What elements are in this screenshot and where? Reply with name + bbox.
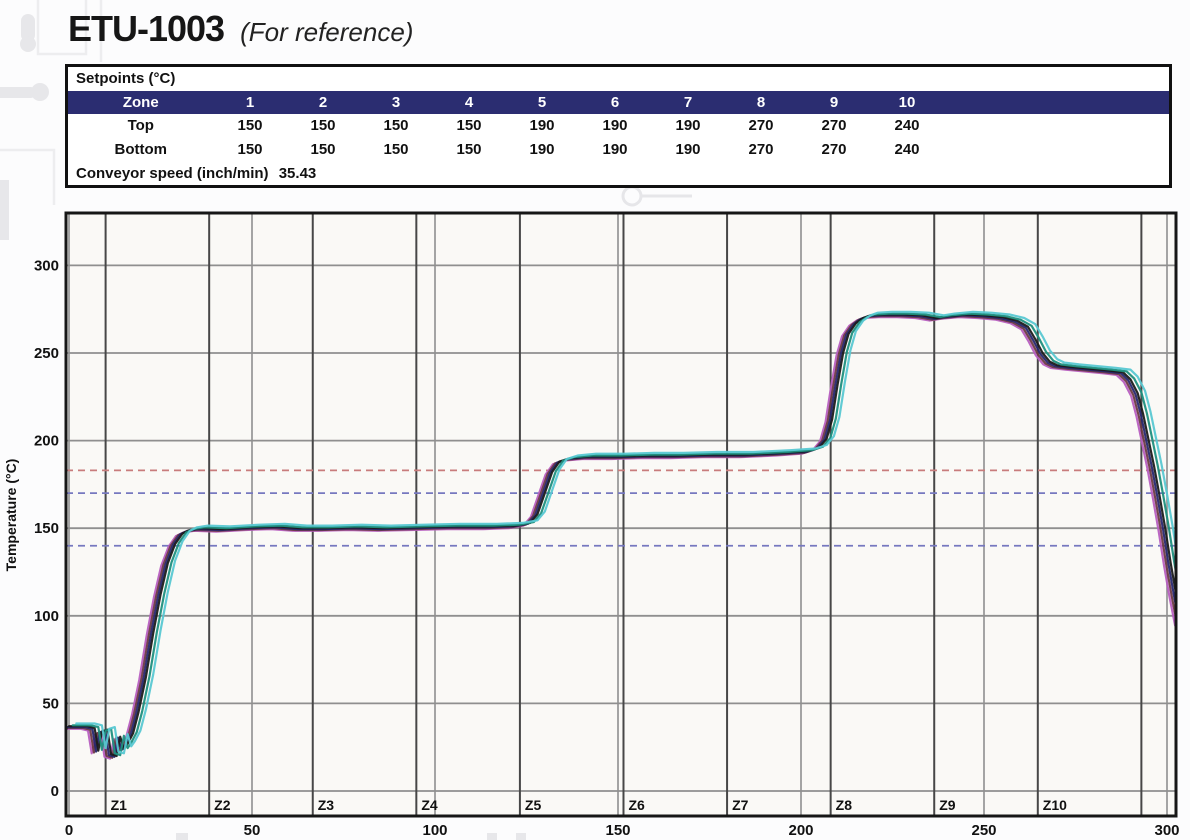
bottom-setpoint-value: 150: [237, 141, 263, 159]
setpoints-title: Setpoints (°C): [76, 70, 176, 88]
top-row-label: Top: [127, 117, 154, 135]
zone-number: 9: [797, 90, 871, 115]
page-header: ETU-1003 (For reference): [68, 8, 413, 50]
bottom-setpoint-value: 150: [310, 141, 336, 159]
filler-cell: [944, 138, 1171, 162]
watermark-trace-bar: [0, 87, 36, 98]
y-tick-label-200: 200: [34, 433, 59, 450]
bottom-setpoint-value: 190: [529, 141, 555, 159]
x-tick-label-0: 0: [65, 822, 73, 839]
watermark-pad: [20, 36, 36, 52]
watermark-trace-line: [36, 0, 88, 56]
zone-number: 4: [432, 90, 506, 115]
top-setpoint-value: 150: [383, 117, 409, 135]
zone-number: 3: [359, 90, 433, 115]
zone-number: 2: [286, 90, 360, 115]
filler-cell: [944, 114, 1171, 138]
zone-number: 6: [578, 90, 652, 115]
watermark-pad-bar: [21, 14, 35, 42]
top-setpoint-value: 190: [529, 117, 555, 135]
trace-thermocouple-cyan: [75, 310, 1175, 755]
zone-label-Z2: Z2: [214, 797, 231, 813]
y-tick-label-150: 150: [34, 520, 59, 537]
watermark-mark: [516, 833, 526, 840]
y-axis-title: Temperature (°C): [3, 459, 19, 572]
conveyor-speed-label: Conveyor speed (inch/min): [76, 164, 269, 182]
bottom-setpoint-value: 240: [894, 141, 920, 159]
x-tick-label-150: 150: [605, 822, 630, 839]
zone-label-Z4: Z4: [421, 797, 438, 813]
zone-label-Z9: Z9: [939, 797, 956, 813]
conveyor-row: Conveyor speed (inch/min) 35.43: [67, 161, 1171, 186]
top-setpoint-value: 150: [237, 117, 263, 135]
zone-header-label: Zone: [66, 90, 214, 115]
top-setpoint-value: 240: [894, 117, 920, 135]
bottom-setpoint-value: 270: [748, 141, 774, 159]
y-tick-label-300: 300: [34, 257, 59, 274]
page-title: ETU-1003: [68, 8, 225, 49]
zone-number: 8: [724, 90, 798, 115]
zone-label-Z5: Z5: [525, 797, 542, 813]
top-setpoints-row: Top 150 150 150 150 190 190 190 270 270 240: [67, 114, 1171, 138]
x-tick-label-50: 50: [244, 822, 261, 839]
watermark-mark: [487, 833, 497, 840]
zone-label-Z1: Z1: [111, 797, 128, 813]
plot-border: [64, 211, 1178, 818]
top-setpoint-value: 270: [748, 117, 774, 135]
zone-label-Z10: Z10: [1043, 797, 1067, 813]
y-tick-label-100: 100: [34, 608, 59, 625]
setpoints-table: Setpoints (°C) Zone 1 2 3 4 5 6 7 8 9 10 Top 150 1…: [65, 64, 1172, 188]
x-tick-label-300: 300: [1154, 822, 1179, 839]
zone-label-Z3: Z3: [318, 797, 335, 813]
bottom-setpoint-value: 190: [602, 141, 628, 159]
zone-number: 10: [870, 90, 944, 115]
filler-cell: [943, 90, 1171, 115]
y-tick-label-0: 0: [51, 783, 59, 800]
zone-label-Z7: Z7: [732, 797, 749, 813]
zone-label-Z6: Z6: [628, 797, 645, 813]
page-subtitle: (For reference): [240, 17, 414, 47]
zone-number: 7: [651, 90, 725, 115]
y-tick-label-50: 50: [42, 695, 59, 712]
bottom-setpoint-value: 190: [675, 141, 701, 159]
setpoints-title-row: Setpoints (°C): [67, 66, 1171, 91]
zone-number: 1: [213, 90, 287, 115]
zone-number: 5: [505, 90, 579, 115]
bottom-setpoint-value: 150: [383, 141, 409, 159]
watermark-edge-bar: [0, 180, 9, 240]
top-setpoint-value: 190: [675, 117, 701, 135]
conveyor-speed-value: 35.43: [278, 164, 317, 182]
watermark-pad: [31, 83, 49, 101]
top-setpoint-value: 190: [602, 117, 628, 135]
bottom-setpoints-row: Bottom 150 150 150 150 190 190 190 270 270 240: [67, 138, 1171, 162]
x-tick-label-100: 100: [422, 822, 447, 839]
x-tick-label-250: 250: [971, 822, 996, 839]
watermark-mark: [176, 833, 188, 840]
watermark-trace-line: [0, 148, 56, 205]
zone-label-Z8: Z8: [836, 797, 853, 813]
bottom-setpoint-value: 270: [821, 141, 847, 159]
top-setpoint-value: 150: [310, 117, 336, 135]
plot-background: [66, 213, 1176, 816]
bottom-row-label: Bottom: [114, 141, 168, 159]
trace-thermocouple-teal: [71, 312, 1175, 757]
top-setpoint-value: 150: [456, 117, 482, 135]
traces-group: [67, 310, 1175, 760]
top-setpoint-value: 270: [821, 117, 847, 135]
x-tick-label-200: 200: [788, 822, 813, 839]
bottom-setpoint-value: 150: [456, 141, 482, 159]
zone-header-row: Zone 1 2 3 4 5 6 7 8 9 10: [66, 90, 1171, 115]
y-tick-label-250: 250: [34, 345, 59, 362]
